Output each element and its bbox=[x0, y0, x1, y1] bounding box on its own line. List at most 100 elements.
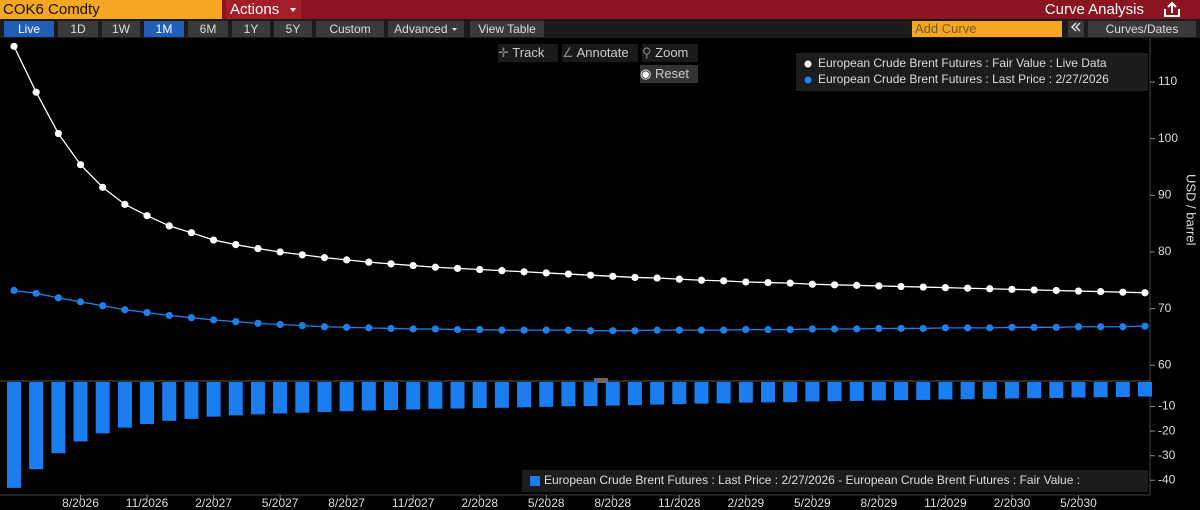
range-button[interactable]: 1M bbox=[144, 21, 184, 37]
bar bbox=[716, 382, 731, 404]
x-tick-label: 8/2027 bbox=[328, 496, 365, 510]
x-tick-label: 2/2028 bbox=[461, 496, 498, 510]
x-tick-label: 2/2029 bbox=[727, 496, 764, 510]
data-point bbox=[830, 325, 839, 333]
x-tick-label: 8/2028 bbox=[594, 496, 631, 510]
annotate-label: Annotate bbox=[576, 45, 629, 60]
share-icon[interactable] bbox=[1162, 1, 1184, 18]
data-point bbox=[830, 281, 839, 289]
bar bbox=[140, 382, 155, 425]
bar bbox=[428, 382, 443, 409]
data-point bbox=[343, 256, 351, 264]
curves-dates-button[interactable]: Curves/Dates bbox=[1088, 21, 1196, 37]
bar bbox=[1138, 382, 1152, 397]
data-point bbox=[320, 254, 329, 262]
data-point bbox=[564, 270, 573, 278]
data-point bbox=[431, 325, 439, 333]
data-point bbox=[209, 316, 218, 324]
data-point bbox=[498, 326, 506, 334]
data-point bbox=[1030, 286, 1038, 294]
y-tick-label: 100 bbox=[1158, 131, 1178, 145]
data-point bbox=[586, 327, 595, 335]
range-button[interactable]: 5Y bbox=[274, 21, 312, 37]
data-point bbox=[853, 325, 861, 333]
zoom-button[interactable]: ⚲ Zoom bbox=[642, 44, 698, 62]
legend-swatch bbox=[530, 476, 540, 486]
bar bbox=[51, 382, 66, 454]
data-point bbox=[143, 308, 151, 317]
y-tick-label: 80 bbox=[1158, 244, 1172, 258]
bar bbox=[561, 382, 576, 407]
dropdown-icon bbox=[290, 8, 297, 12]
bar bbox=[960, 382, 975, 400]
data-point bbox=[10, 42, 18, 50]
range-button[interactable]: 1D bbox=[58, 21, 98, 37]
range-button[interactable]: 6M bbox=[188, 21, 228, 37]
y-tick-label: 90 bbox=[1158, 187, 1172, 201]
data-point bbox=[431, 263, 439, 271]
data-point bbox=[675, 326, 683, 334]
bar bbox=[1115, 382, 1130, 397]
bar bbox=[894, 382, 909, 401]
data-point bbox=[742, 325, 750, 334]
annotate-button[interactable]: ∠ Annotate bbox=[562, 44, 638, 62]
bar bbox=[184, 382, 199, 419]
range-button[interactable]: Custom bbox=[316, 21, 384, 37]
data-point bbox=[786, 325, 794, 334]
data-point bbox=[276, 248, 284, 256]
data-point bbox=[586, 271, 595, 279]
actions-menu[interactable]: Actions bbox=[226, 0, 301, 19]
track-button[interactable]: ✛ Track bbox=[498, 44, 558, 62]
zoom-label: Zoom bbox=[655, 45, 689, 60]
bar bbox=[627, 382, 642, 406]
range-button[interactable]: 1Y bbox=[232, 21, 270, 37]
data-point bbox=[254, 319, 262, 327]
chart: 60 70 80 90 100 110 USD / barrel European Crude… bbox=[0, 38, 1200, 510]
data-point bbox=[409, 261, 417, 270]
data-point bbox=[209, 236, 218, 244]
bar bbox=[162, 382, 177, 421]
legend-swatch bbox=[804, 76, 812, 84]
data-point bbox=[853, 281, 861, 289]
bar bbox=[672, 382, 687, 405]
data-point bbox=[10, 286, 18, 295]
data-point bbox=[720, 277, 728, 285]
y-tick-label: -40 bbox=[1158, 472, 1176, 486]
x-tick-label: 8/2029 bbox=[861, 496, 898, 510]
data-point bbox=[76, 161, 85, 169]
data-point bbox=[99, 302, 107, 310]
bar bbox=[805, 382, 820, 402]
collapse-button[interactable] bbox=[1068, 21, 1084, 37]
data-point bbox=[121, 200, 129, 208]
bar bbox=[1027, 382, 1042, 399]
data-point bbox=[1052, 323, 1060, 331]
range-button[interactable]: 1W bbox=[102, 21, 140, 37]
legend-label: European Crude Brent Futures : Last Pric… bbox=[818, 72, 1109, 86]
data-point bbox=[187, 314, 196, 322]
bar bbox=[583, 382, 598, 407]
legend-background bbox=[796, 53, 1148, 91]
view-table-button[interactable]: View Table bbox=[470, 21, 544, 37]
ticker-input[interactable]: COK6 Comdty bbox=[0, 0, 222, 19]
data-point bbox=[675, 275, 683, 283]
bar bbox=[761, 382, 775, 403]
x-tick-label: 5/2029 bbox=[794, 496, 831, 510]
data-point bbox=[764, 278, 772, 287]
bar bbox=[1071, 382, 1086, 398]
bar bbox=[783, 382, 798, 403]
bar bbox=[339, 382, 354, 412]
data-point bbox=[1119, 323, 1127, 331]
add-curve-input[interactable]: Add Curve bbox=[912, 21, 1062, 37]
y-tick-label: 70 bbox=[1158, 301, 1172, 315]
data-point bbox=[1074, 287, 1083, 295]
advanced-button[interactable]: Advanced bbox=[388, 21, 464, 37]
data-point bbox=[742, 278, 750, 286]
data-point bbox=[542, 326, 550, 334]
reset-button[interactable]: ◉ Reset bbox=[640, 65, 698, 83]
data-point bbox=[919, 283, 927, 291]
range-button[interactable]: Live bbox=[4, 21, 54, 37]
data-point bbox=[564, 326, 573, 334]
data-point bbox=[343, 323, 351, 331]
bar bbox=[295, 382, 310, 413]
data-point bbox=[631, 327, 639, 335]
